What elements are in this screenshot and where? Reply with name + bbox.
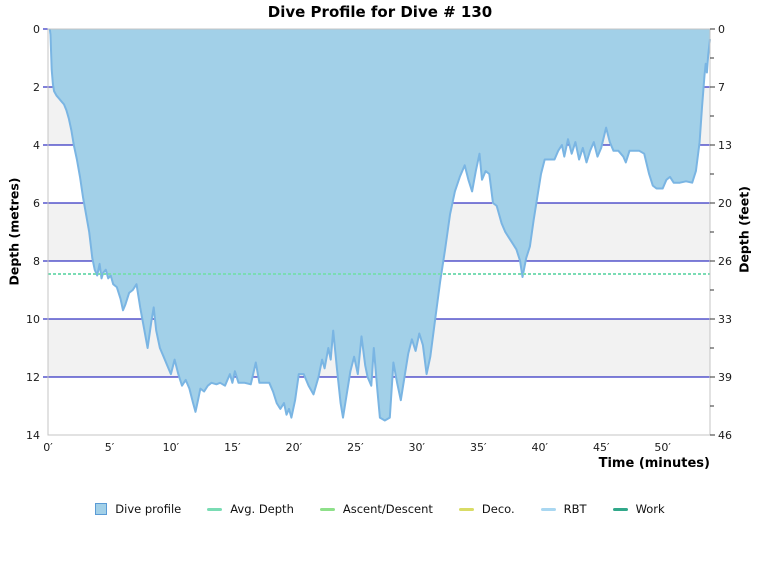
legend-item-avg-depth: Avg. Depth (207, 502, 294, 516)
legend-line-swatch (458, 507, 474, 511)
x-tick-label: 35′ (470, 441, 487, 454)
legend-label: RBT (563, 502, 587, 516)
left-tick-label: 12 (26, 371, 40, 384)
legend-line-swatch (612, 507, 628, 511)
right-tick-label: 26 (718, 255, 732, 268)
legend-label: Deco. (481, 502, 515, 516)
right-tick-label: 46 (718, 429, 732, 442)
right-tick-label: 7 (718, 81, 725, 94)
legend-item-work: Work (612, 502, 665, 516)
x-tick-label: 0′ (43, 441, 53, 454)
left-tick-label: 0 (33, 23, 40, 36)
left-tick-label: 4 (33, 139, 40, 152)
legend-label: Dive profile (115, 502, 182, 516)
x-tick-label: 45′ (593, 441, 610, 454)
legend-area-swatch (95, 503, 108, 515)
legend-label: Avg. Depth (230, 502, 294, 516)
x-tick-label: 20′ (286, 441, 303, 454)
legend: Dive profile Avg. Depth Ascent/Descent Deco… (0, 502, 760, 516)
legend-line-swatch (207, 507, 223, 511)
chart-title: Dive Profile for Dive # 130 (267, 3, 493, 21)
legend-line-swatch (319, 507, 335, 511)
legend-item-dive-profile: Dive profile (95, 502, 181, 516)
x-tick-label: 10′ (163, 441, 180, 454)
legend-item-rbt: RBT (540, 502, 587, 516)
dive-profile-area (49, 29, 711, 421)
left-tick-label: 2 (33, 81, 40, 94)
x-tick-label: 50′ (654, 441, 671, 454)
dive-profile-outline (48, 28, 711, 422)
x-tick-label: 25′ (347, 441, 364, 454)
x-tick-label: 5′ (105, 441, 115, 454)
legend-label: Ascent/Descent (342, 502, 433, 516)
legend-item-deco-: Deco. (458, 502, 515, 516)
left-tick-label: 14 (26, 429, 40, 442)
right-tick-label: 20 (718, 197, 732, 210)
left-tick-label: 10 (26, 313, 40, 326)
left-tick-label: 8 (33, 255, 40, 268)
right-tick-label: 33 (718, 313, 732, 326)
x-tick-label: 40′ (531, 441, 548, 454)
legend-item-ascent-descent: Ascent/Descent (319, 502, 433, 516)
right-tick-label: 13 (718, 139, 732, 152)
x-tick-label: 30′ (409, 441, 426, 454)
right-tick-label: 39 (718, 371, 732, 384)
legend-line-swatch (540, 507, 556, 511)
left-tick-label: 6 (33, 197, 40, 210)
right-tick-label: 0 (718, 23, 725, 36)
legend-label: Work (635, 502, 665, 516)
x-tick-label: 15′ (224, 441, 241, 454)
x-axis-label: Time (minutes) (598, 456, 710, 471)
